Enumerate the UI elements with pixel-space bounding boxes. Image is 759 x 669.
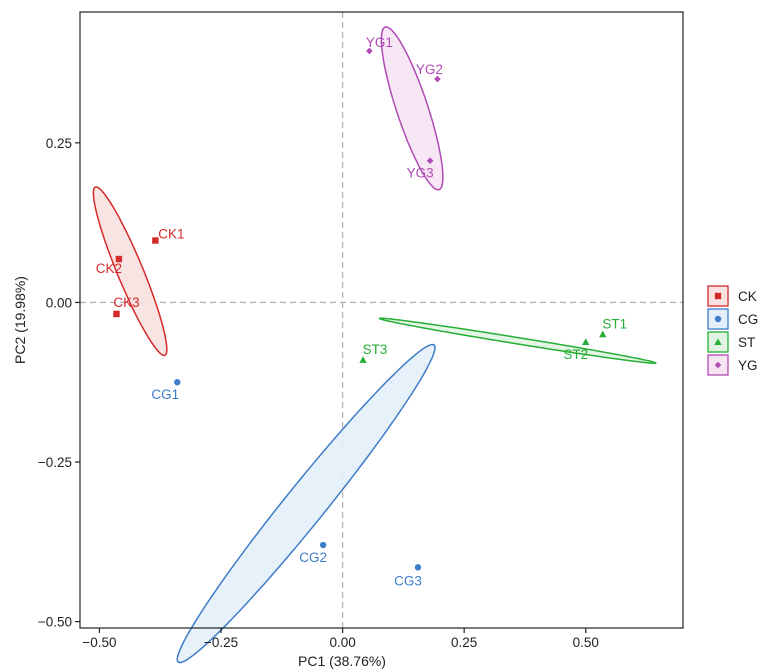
label-st2: ST2 [563,347,588,362]
y-tick-label: 0.25 [46,136,72,151]
y-tick-label: 0.00 [46,295,72,310]
legend-marker-st [714,338,722,345]
point-cg1 [174,379,181,386]
point-ck3 [113,310,120,318]
point-st2 [582,338,590,345]
point-ck2 [115,255,123,263]
legend-marker-cg [714,315,722,323]
ellipse-st [378,317,657,364]
label-st3: ST3 [363,342,388,357]
legend-label-yg: YG [738,358,758,373]
y-tick-label: −0.25 [38,455,72,470]
x-tick-label: 0.25 [451,635,477,650]
label-ck3: CK3 [113,295,139,310]
legend-marker-ck [714,292,722,300]
point-cg2 [319,541,327,549]
ellipse-yg [380,26,444,191]
legend-label-st: ST [738,335,755,350]
point-yg1 [366,47,373,55]
plot-area: CK1 CK2 CK3 CG1 CG2 CG3 ST1 ST2 ST3 YG1 YG2 YG3 [80,12,683,664]
point-yg3 [426,157,434,165]
label-cg2: CG2 [299,550,327,565]
point-st3 [359,356,367,363]
label-cg3: CG3 [394,573,422,588]
label-cg1: CG1 [151,387,179,402]
legend-label-ck: CK [738,289,757,304]
ellipse-ck [92,186,168,357]
label-yg3: YG3 [407,166,434,181]
point-yg2 [434,75,441,83]
ellipse-cg [176,343,436,664]
plot-frame [79,11,684,629]
legend-marker-yg [714,361,722,369]
label-yg2: YG2 [416,62,443,77]
y-tick-label: −0.50 [38,615,72,630]
x-tick-label: 0.00 [329,635,355,650]
legend-label-cg: CG [738,312,758,327]
x-tick-label: 0.50 [573,635,599,650]
point-st1 [599,330,607,338]
point-ck1 [152,237,159,244]
label-ck1: CK1 [158,227,184,242]
label-st1: ST1 [602,316,627,331]
x-axis-title: PC1 (38.76%) [298,653,386,669]
x-tick-label: −0.50 [82,635,116,650]
label-yg1: YG1 [366,35,393,50]
point-cg3 [414,564,422,571]
y-axis-title: PC2 (19.98%) [12,276,28,364]
x-tick-label: −0.25 [204,635,238,650]
label-ck2: CK2 [96,261,122,276]
legend: CK CG ST YG [707,285,758,376]
axes: −0.50 −0.25 0.00 0.25 0.50 −0.50 −0.25 0.00 0.25 [38,11,684,650]
